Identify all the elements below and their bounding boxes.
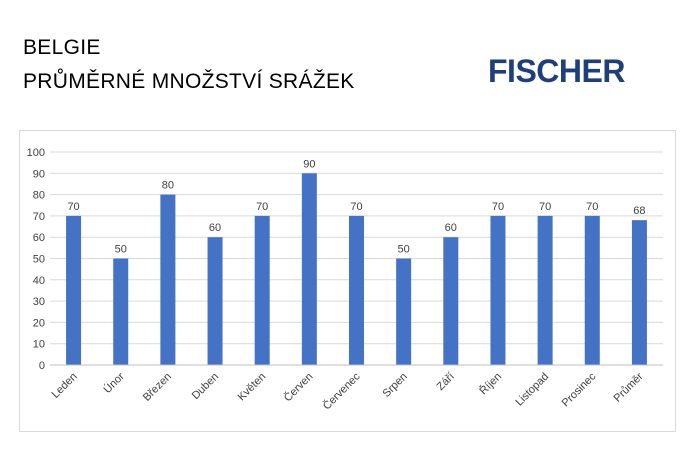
y-tick-label: 30 — [33, 296, 45, 308]
brand-logo: FISCHER — [488, 53, 625, 89]
x-tick-label: Červen — [281, 370, 315, 404]
bar — [396, 258, 412, 365]
bar — [254, 215, 270, 365]
x-tick-label: Prosinec — [560, 370, 599, 409]
bar — [160, 194, 176, 365]
page-title: BELGIE — [23, 36, 101, 59]
x-tick-label: Březen — [141, 371, 174, 404]
x-tick-label: Srpen — [381, 371, 410, 400]
bar — [490, 215, 506, 365]
data-label: 50 — [115, 244, 127, 256]
bar — [349, 215, 364, 365]
data-label: 70 — [539, 201, 551, 213]
data-label: 68 — [633, 205, 645, 217]
data-label: 90 — [303, 158, 315, 170]
x-tick-label: Září — [435, 371, 457, 393]
data-label: 70 — [350, 201, 362, 213]
bar — [584, 215, 600, 365]
bar — [631, 220, 647, 365]
data-label: 80 — [162, 180, 174, 192]
x-tick-label: Duben — [190, 371, 221, 402]
y-tick-label: 0 — [39, 360, 45, 372]
y-tick-label: 100 — [27, 147, 45, 159]
data-label: 50 — [398, 244, 410, 256]
x-tick-label: Květen — [236, 371, 269, 404]
y-tick-label: 40 — [33, 275, 45, 287]
y-tick-label: 80 — [33, 190, 45, 202]
data-label: 70 — [67, 201, 79, 213]
y-tick-label: 10 — [33, 339, 45, 351]
chart-frame — [19, 130, 676, 432]
x-tick-label: Říjen — [477, 370, 504, 397]
data-label: 60 — [445, 222, 457, 234]
y-tick-label: 90 — [33, 168, 45, 180]
y-tick-label: 60 — [33, 232, 45, 244]
x-tick-label: Únor — [101, 370, 127, 396]
data-label: 70 — [586, 201, 598, 213]
x-tick-label: Průměr — [612, 370, 646, 404]
bar — [207, 237, 223, 365]
data-label: 60 — [209, 222, 221, 234]
bar — [113, 258, 129, 365]
bar — [537, 215, 553, 365]
data-label: 70 — [256, 201, 268, 213]
bar — [443, 237, 459, 365]
x-tick-label: Listopad — [513, 371, 551, 409]
y-tick-label: 20 — [33, 317, 45, 329]
bar — [66, 215, 82, 365]
y-tick-label: 50 — [33, 254, 45, 266]
x-tick-label: Leden — [50, 371, 80, 401]
x-tick-label: Červenec — [320, 370, 363, 413]
bar — [301, 173, 317, 365]
data-label: 70 — [492, 201, 504, 213]
y-tick-label: 70 — [33, 211, 45, 223]
page-subtitle: PRŮMĚRNÉ MNOŽSTVÍ SRÁŽEK — [23, 70, 355, 93]
